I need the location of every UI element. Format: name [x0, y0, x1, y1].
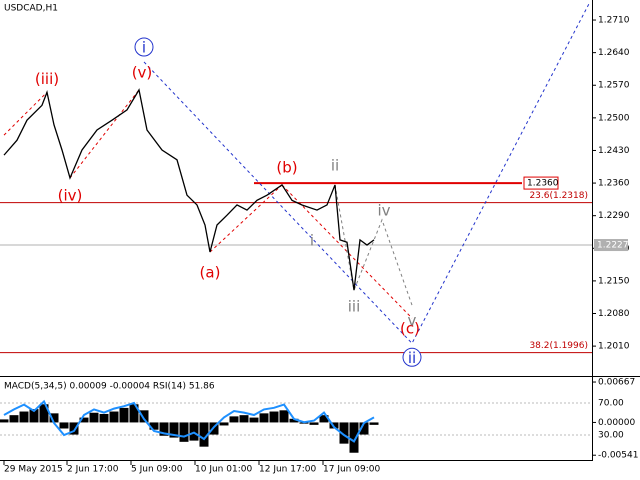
macd-bar — [139, 410, 149, 423]
y-tick-label: 1.2150 — [598, 276, 630, 286]
price-label-box — [594, 239, 628, 252]
macd-bar — [249, 417, 259, 423]
macd-bar — [239, 415, 249, 423]
macd-bar — [99, 413, 109, 423]
indicator-title: MACD(5,34,5) 0.00009 -0.00004 RSI(14) 51… — [4, 382, 215, 392]
wave-label: v — [408, 312, 417, 330]
macd-bar — [119, 407, 129, 423]
wave-projection — [334, 184, 413, 306]
macd-bar — [49, 413, 59, 423]
wave-label: i — [310, 231, 314, 249]
macd-bar — [319, 415, 329, 423]
wave-label: (v) — [132, 64, 153, 82]
macd-bar — [179, 422, 189, 442]
x-tick-label: 5 Jun 09:00 — [131, 465, 183, 475]
macd-bar — [279, 410, 289, 423]
wave-label: iii — [348, 298, 361, 316]
level-label-box — [523, 176, 559, 190]
wave-projection — [209, 184, 283, 253]
x-tick-label: 29 May 2015 — [4, 465, 63, 475]
price-label: 1.2227 — [597, 241, 629, 251]
macd-bar — [259, 413, 269, 423]
macd-bar — [19, 411, 29, 423]
level-label: 23.6(1.2318) — [529, 191, 588, 201]
macd-bar — [89, 412, 99, 423]
macd-bar — [309, 422, 319, 425]
wave-projection — [281, 184, 413, 319]
macd-bar — [289, 418, 299, 423]
y-tick-label: 1.2640 — [598, 48, 630, 58]
price-line — [3, 88, 375, 291]
macd-bar — [369, 422, 379, 425]
macd-bar — [269, 411, 279, 423]
macd-bar — [39, 404, 49, 423]
macd-bar — [339, 422, 349, 444]
wave-label: (iv) — [58, 187, 83, 205]
x-tick-label: 12 Jun 17:00 — [259, 465, 316, 475]
macd-bar — [79, 417, 89, 423]
macd-bar — [219, 422, 229, 426]
macd-bar — [359, 422, 369, 435]
macd-bar — [169, 422, 179, 438]
wave-circle — [134, 37, 154, 57]
wave-circle — [402, 347, 422, 367]
macd-bar — [0, 419, 9, 423]
y-tick-label: 1.2500 — [598, 113, 630, 123]
y-tick-label: 1.2710 — [598, 16, 630, 26]
x-tick-label: 2 Jun 17:00 — [67, 465, 119, 475]
macd-bar — [29, 409, 39, 423]
macd-bar — [9, 415, 19, 423]
macd-bar — [349, 422, 359, 453]
y-tick-label: 1.2080 — [598, 309, 630, 319]
chart-title: USDCAD,H1 — [4, 4, 58, 14]
level-label: 38.2(1.1996) — [529, 341, 588, 351]
rsi-line — [3, 399, 375, 443]
y-tick-label: -0.00541 — [598, 451, 638, 461]
wave-label: ii — [331, 156, 339, 174]
wave-label: (c) — [400, 319, 420, 337]
y-tick-label: 1.2010 — [598, 342, 630, 352]
y-tick-label: 1.2570 — [598, 81, 630, 91]
wave-label: (iii) — [35, 70, 59, 88]
level-label: 1.2360 — [527, 179, 559, 189]
y-tick-label: 0.00667 — [598, 378, 635, 388]
y-tick-label: 0.00000 — [598, 418, 635, 428]
macd-bar — [149, 422, 159, 430]
wave-label: (b) — [276, 159, 297, 177]
macd-bar — [159, 422, 169, 436]
y-tick-label: 1.2430 — [598, 146, 630, 156]
wave-label: i — [142, 39, 146, 57]
x-tick-label: 17 Jun 09:00 — [323, 465, 380, 475]
wave-label: (a) — [200, 264, 221, 282]
x-tick-label: 10 Jun 01:00 — [195, 465, 252, 475]
y2-tick-label: 70.00 — [598, 399, 624, 409]
macd-bar — [129, 404, 139, 423]
macd-bar — [109, 411, 119, 423]
y-tick-label: 1.2360 — [598, 179, 630, 189]
wave-label: iv — [377, 202, 390, 220]
macd-bar — [59, 422, 69, 429]
macd-bar — [229, 416, 239, 423]
macd-bar — [199, 422, 209, 447]
macd-bar — [69, 422, 79, 435]
wave-label: ii — [408, 349, 416, 367]
y2-tick-label: 30.00 — [598, 431, 624, 441]
wave-projection — [69, 89, 140, 179]
wave-projection — [3, 91, 48, 136]
y-tick-label: 1.2290 — [598, 211, 630, 221]
